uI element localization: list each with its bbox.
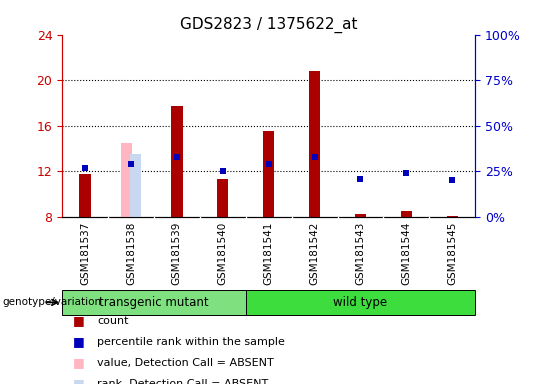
Text: GSM181545: GSM181545 (447, 222, 457, 285)
Bar (263, 131, 274, 217)
Bar (401, 211, 412, 217)
Text: ■: ■ (73, 356, 85, 369)
Bar (355, 214, 366, 217)
Text: percentile rank within the sample: percentile rank within the sample (97, 337, 285, 347)
Text: GSM181541: GSM181541 (264, 222, 274, 285)
Bar (120, 143, 132, 217)
Text: GSM181542: GSM181542 (309, 222, 320, 285)
Title: GDS2823 / 1375622_at: GDS2823 / 1375622_at (180, 17, 357, 33)
Text: rank, Detection Call = ABSENT: rank, Detection Call = ABSENT (97, 379, 268, 384)
Text: GSM181538: GSM181538 (126, 222, 136, 285)
Text: ■: ■ (73, 314, 85, 327)
Text: wild type: wild type (333, 296, 388, 309)
Text: GSM181544: GSM181544 (401, 222, 411, 285)
Bar (309, 71, 320, 217)
Bar (171, 106, 183, 217)
Text: GSM181537: GSM181537 (80, 222, 90, 285)
Bar (130, 154, 141, 217)
Bar (79, 174, 91, 217)
Text: GSM181543: GSM181543 (355, 222, 366, 285)
Text: value, Detection Call = ABSENT: value, Detection Call = ABSENT (97, 358, 274, 368)
Text: GSM181539: GSM181539 (172, 222, 182, 285)
Bar (217, 179, 228, 217)
Text: ■: ■ (73, 377, 85, 384)
Bar (62, 290, 246, 315)
Bar (447, 216, 458, 217)
Text: GSM181540: GSM181540 (218, 222, 228, 285)
Text: ■: ■ (73, 335, 85, 348)
Bar (246, 290, 475, 315)
Text: transgenic mutant: transgenic mutant (99, 296, 209, 309)
Text: genotype/variation: genotype/variation (3, 297, 102, 308)
Text: count: count (97, 316, 129, 326)
